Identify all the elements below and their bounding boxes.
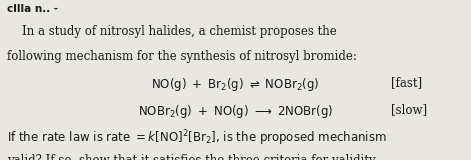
Text: If the rate law is rate $= k\mathrm{[NO]^2[Br_2]}$, is the proposed mechanism: If the rate law is rate $= k\mathrm{[NO]… [7, 129, 387, 148]
Text: $\mathrm{NO(g)\ +\ Br_2(g)\ \rightleftharpoons\ NOBr_2(g)}$: $\mathrm{NO(g)\ +\ Br_2(g)\ \rightleftha… [151, 76, 320, 93]
Text: [slow]: [slow] [391, 103, 427, 116]
Text: In a study of nitrosyl halides, a chemist proposes the: In a study of nitrosyl halides, a chemis… [7, 25, 337, 38]
Text: valid? If so, show that it satisfies the three criteria for validity.: valid? If so, show that it satisfies the… [7, 154, 378, 160]
Text: [fast]: [fast] [391, 76, 422, 89]
Text: cllla n.. -: cllla n.. - [7, 4, 58, 14]
Text: $\mathrm{NOBr_2(g)\ +\ NO(g)\ \longrightarrow\ 2NOBr(g)}$: $\mathrm{NOBr_2(g)\ +\ NO(g)\ \longright… [138, 103, 333, 120]
Text: following mechanism for the synthesis of nitrosyl bromide:: following mechanism for the synthesis of… [7, 50, 357, 63]
